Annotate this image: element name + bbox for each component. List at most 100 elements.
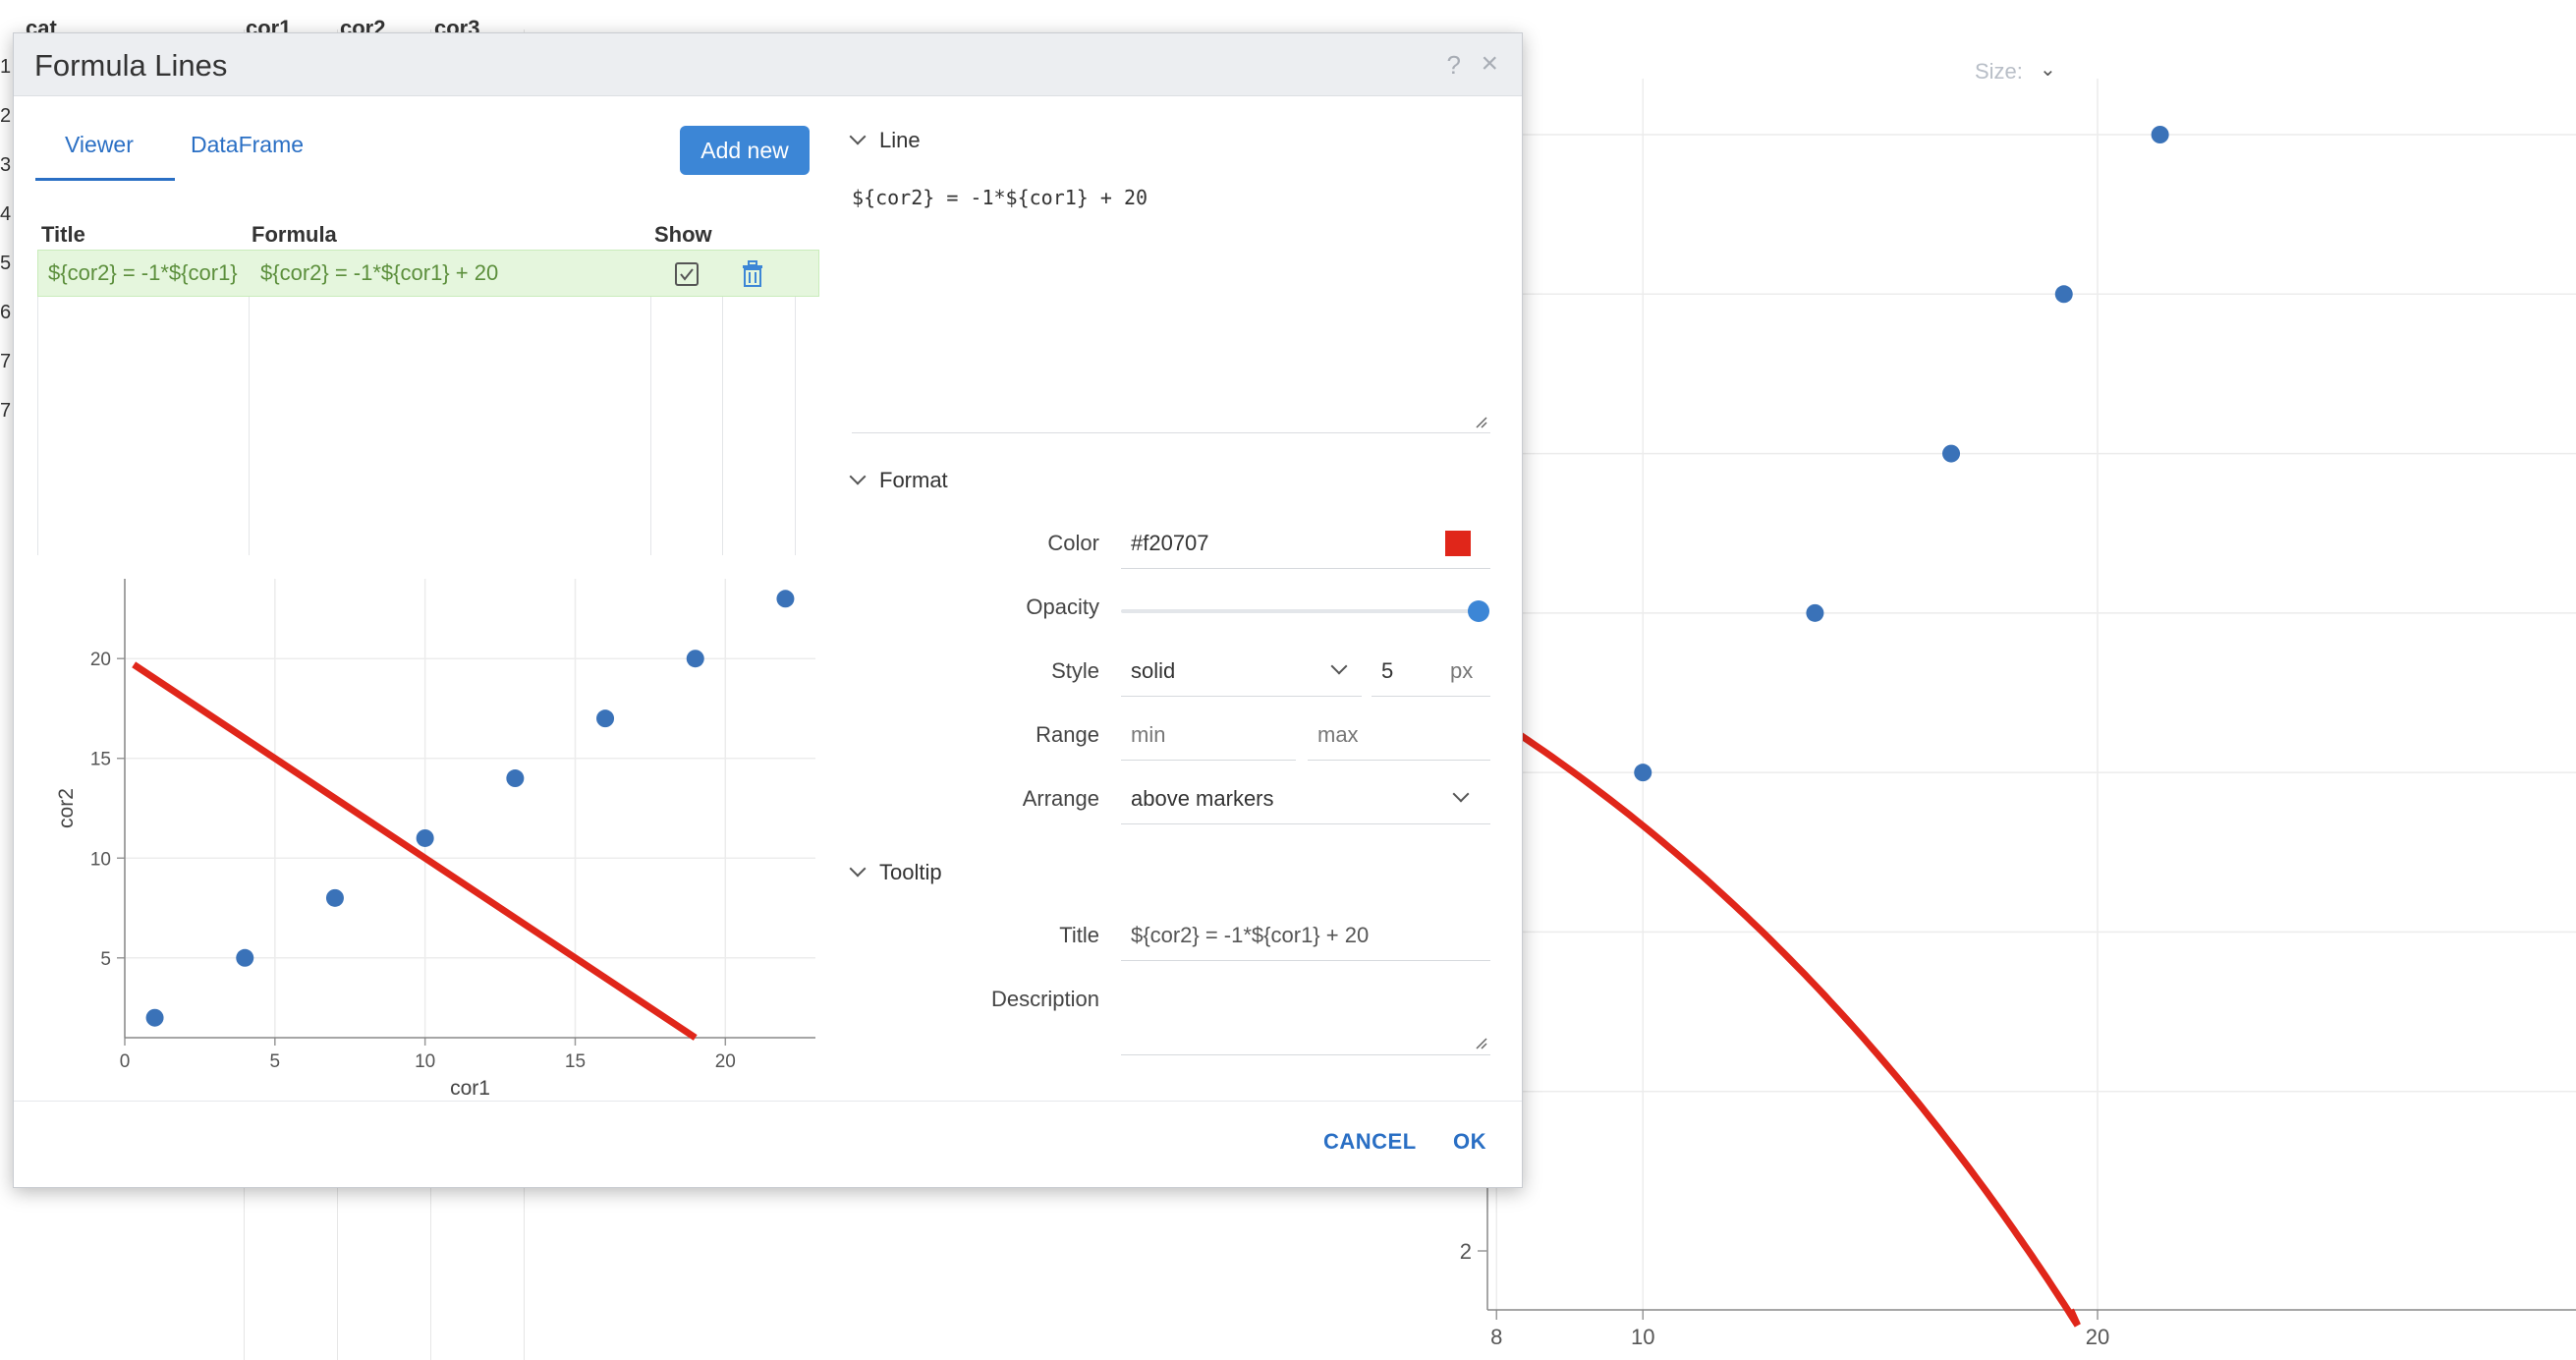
data-point xyxy=(236,948,254,967)
column-header-title[interactable]: Title xyxy=(41,222,85,247)
background-scatter-plot[interactable]: 1246810202 xyxy=(1405,0,2576,1360)
y-tick-label: 5 xyxy=(100,949,111,970)
bg-x-tick-label: 8 xyxy=(1490,1325,1502,1349)
textarea-border xyxy=(852,432,1490,433)
bg-data-point xyxy=(1942,444,1961,463)
chevron-down-icon[interactable] xyxy=(849,860,867,878)
footer-divider xyxy=(14,1101,1522,1102)
trash-icon[interactable] xyxy=(741,260,764,288)
row-number: 7 xyxy=(0,400,12,422)
data-point xyxy=(596,709,615,728)
x-tick-label: 10 xyxy=(415,1051,435,1072)
description-textarea[interactable] xyxy=(1121,1054,1490,1055)
x-tick-label: 5 xyxy=(270,1051,281,1072)
tab-dataframe[interactable]: DataFrame xyxy=(191,132,305,157)
field-underline xyxy=(1121,696,1362,697)
row-number: 7 xyxy=(0,351,12,372)
preview-scatter-chart[interactable]: 0 5 10 15 20 5 10 15 20 cor1 cor2 xyxy=(33,554,819,1105)
format-section-label: Format xyxy=(879,468,948,492)
row-number: 4 xyxy=(0,203,12,225)
bg-x-tick-label: 10 xyxy=(1631,1325,1654,1349)
ok-button[interactable]: OK xyxy=(1453,1129,1486,1154)
arrange-select[interactable]: above markers xyxy=(1131,786,1274,811)
color-input[interactable]: #f20707 xyxy=(1131,531,1209,555)
x-tick-label: 20 xyxy=(715,1051,736,1072)
chevron-down-icon[interactable] xyxy=(1330,657,1348,675)
bg-data-point xyxy=(2054,285,2073,304)
column-header-formula[interactable]: Formula xyxy=(252,222,337,247)
table-divider xyxy=(795,250,796,555)
opacity-label: Opacity xyxy=(1026,595,1099,619)
table-divider xyxy=(722,250,723,555)
line-section-label: Line xyxy=(879,128,921,152)
tooltip-title-label: Title xyxy=(1059,923,1099,947)
y-tick-label: 15 xyxy=(90,750,111,770)
field-underline xyxy=(1121,568,1490,569)
dialog-header: Formula Lines ? × xyxy=(14,33,1522,96)
line-width-input[interactable]: 5 xyxy=(1381,658,1394,683)
opacity-slider-knob[interactable] xyxy=(1468,600,1489,622)
column-header-show[interactable]: Show xyxy=(654,222,712,247)
table-divider xyxy=(249,250,250,555)
row-number: 1 xyxy=(0,56,12,78)
formula-line xyxy=(132,661,698,1041)
tooltip-section-header[interactable]: Tooltip xyxy=(849,860,942,885)
format-section-header[interactable]: Format xyxy=(849,468,948,493)
style-select[interactable]: solid xyxy=(1131,658,1176,683)
table-divider xyxy=(37,250,38,555)
tab-viewer[interactable]: Viewer xyxy=(65,132,134,157)
row-title-cell[interactable]: ${cor2} = -1*${cor1} xyxy=(48,260,238,285)
arrange-label: Arrange xyxy=(1022,786,1099,811)
tooltip-section-label: Tooltip xyxy=(879,860,942,884)
help-icon[interactable]: ? xyxy=(1446,50,1461,80)
bg-y-tick-label: 2 xyxy=(1460,1239,1472,1264)
data-point xyxy=(145,1008,164,1027)
field-underline xyxy=(1121,823,1490,824)
bg-data-point xyxy=(2151,126,2169,143)
size-dropdown-chevron-icon[interactable]: ⌄ xyxy=(2040,59,2056,81)
show-checkbox-icon[interactable] xyxy=(674,261,700,287)
x-tick-label: 15 xyxy=(565,1051,586,1072)
style-label: Style xyxy=(1051,658,1099,683)
y-axis-label: cor2 xyxy=(55,788,78,828)
bg-formula-curve xyxy=(1494,716,2081,1328)
y-tick-label: 10 xyxy=(90,849,111,870)
row-number: 3 xyxy=(0,154,12,176)
data-point xyxy=(776,590,795,608)
size-label: Size: xyxy=(1975,59,2023,84)
color-label: Color xyxy=(1047,531,1099,555)
resize-handle-icon[interactable] xyxy=(1476,417,1487,428)
range-min-input[interactable]: min xyxy=(1131,722,1166,747)
row-number: 5 xyxy=(0,253,12,274)
opacity-slider-track[interactable] xyxy=(1121,609,1483,613)
field-underline xyxy=(1121,760,1296,761)
resize-handle-icon[interactable] xyxy=(1476,1038,1487,1049)
cancel-button[interactable]: CANCEL xyxy=(1323,1129,1417,1154)
formula-lines-table: Title Formula Show ${cor2} = -1*${cor1} … xyxy=(37,187,819,555)
x-tick-label: 0 xyxy=(120,1051,131,1072)
range-label: Range xyxy=(1036,722,1099,747)
width-unit-label: px xyxy=(1450,658,1474,683)
x-axis-label: cor1 xyxy=(450,1077,490,1100)
chevron-down-icon[interactable] xyxy=(1452,785,1470,803)
bg-x-tick-label: 20 xyxy=(2086,1325,2109,1349)
row-formula-cell[interactable]: ${cor2} = -1*${cor1} + 20 xyxy=(260,260,499,285)
bg-data-point xyxy=(1634,764,1652,782)
add-new-button[interactable]: Add new xyxy=(680,126,810,175)
color-swatch[interactable] xyxy=(1445,531,1471,556)
chevron-down-icon[interactable] xyxy=(849,128,867,145)
line-section-header[interactable]: Line xyxy=(849,128,921,153)
table-row[interactable]: ${cor2} = -1*${cor1} ${cor2} = -1*${cor1… xyxy=(37,250,819,297)
close-icon[interactable]: × xyxy=(1481,47,1498,80)
chevron-down-icon[interactable] xyxy=(849,468,867,485)
bg-data-point xyxy=(1806,603,1824,622)
field-underline xyxy=(1308,760,1490,761)
tooltip-title-input[interactable]: ${cor2} = -1*${cor1} + 20 xyxy=(1131,923,1370,947)
row-number: 6 xyxy=(0,302,12,323)
active-tab-indicator xyxy=(35,178,175,181)
range-max-input[interactable]: max xyxy=(1317,722,1359,747)
formula-textarea[interactable]: ${cor2} = -1*${cor1} + 20 xyxy=(852,186,1148,209)
description-label: Description xyxy=(990,987,1099,1011)
row-number: 2 xyxy=(0,105,12,127)
data-point xyxy=(506,769,525,788)
